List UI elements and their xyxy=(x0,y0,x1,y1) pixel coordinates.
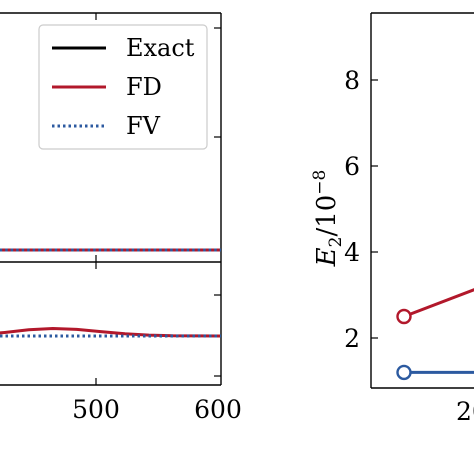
legend-label-exact: Exact xyxy=(126,34,195,62)
y-tick-label-6: 6 xyxy=(344,152,360,181)
bottom-series-group xyxy=(0,326,222,338)
y-axis-label-sup: −8 xyxy=(310,170,330,195)
y-tick-label-4: 4 xyxy=(344,238,360,267)
x-tick-label-600: 600 xyxy=(194,395,242,424)
right-series-group xyxy=(396,288,474,381)
top-line-exact xyxy=(0,248,221,252)
x-tick-label-partial: 20 xyxy=(456,397,474,426)
legend: Exact FD FV xyxy=(38,24,208,150)
y-axis-label-rest: /10 xyxy=(312,195,342,237)
y-axis-label-sub: 2 xyxy=(326,237,346,248)
right-panel: 8 6 4 2 20 E2/10−8 xyxy=(310,12,474,426)
bottom-left-panel: 500 600 xyxy=(0,262,242,424)
right-line-fd xyxy=(403,288,474,318)
top-left-panel xyxy=(0,12,222,263)
y-axis-label: E2/10−8 xyxy=(310,170,346,268)
x-tick-label-500: 500 xyxy=(72,395,120,424)
top-line-fv xyxy=(0,248,221,252)
legend-label-fd: FD xyxy=(126,73,162,101)
right-marker-fd xyxy=(396,308,412,325)
y-tick-label-8: 8 xyxy=(344,66,360,95)
top-series-group xyxy=(0,248,221,252)
y-tick-label-2: 2 xyxy=(344,324,360,353)
right-marker-fv xyxy=(396,364,412,381)
legend-box xyxy=(38,24,208,150)
y-axis-label-main: E xyxy=(312,247,342,267)
top-line-fd xyxy=(0,248,221,252)
legend-label-fv: FV xyxy=(126,112,161,140)
bottom-line-fd xyxy=(0,326,222,338)
